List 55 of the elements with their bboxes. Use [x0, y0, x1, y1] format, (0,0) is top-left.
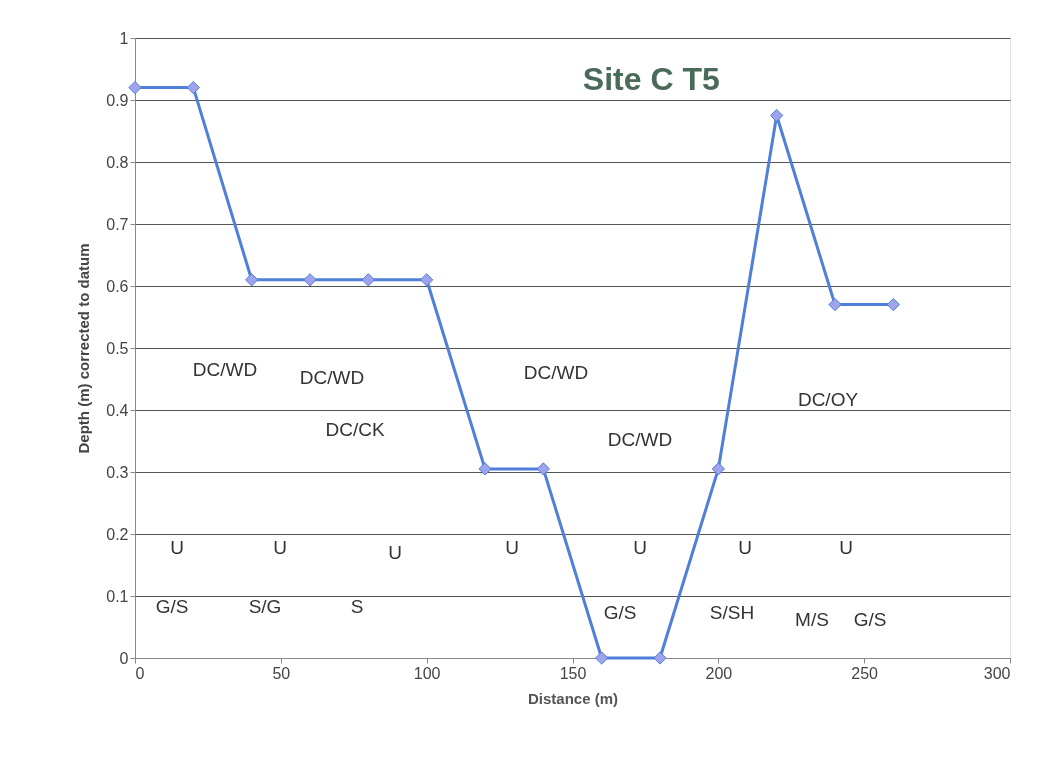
annotation: U — [839, 537, 853, 558]
annotation: DC/WD — [523, 362, 589, 383]
y-tick-label: 0.6 — [106, 277, 129, 295]
annotation: G/S — [853, 609, 887, 630]
y-tick-label: 0.3 — [106, 463, 129, 481]
x-tick-label: 300 — [983, 664, 1011, 682]
annotation: DC/CK — [325, 419, 385, 440]
y-tick-label: 1 — [119, 29, 129, 47]
point — [536, 462, 550, 476]
annotation: S/SH — [709, 602, 755, 623]
x-tick-label: 100 — [413, 664, 441, 682]
point — [245, 273, 259, 287]
y-tick-label: 0.4 — [106, 401, 129, 419]
annotation: U — [738, 537, 752, 558]
y-tick-label: 0.2 — [106, 525, 129, 543]
x-tick-label: 50 — [272, 664, 291, 682]
y-tick-label: 0 — [119, 649, 129, 667]
point — [478, 462, 492, 476]
annotation: DC/WD — [192, 359, 258, 380]
point — [128, 80, 142, 95]
y-tick-label: 0.8 — [106, 153, 129, 171]
y-tick-label: 0.7 — [106, 215, 129, 233]
annotation: U — [388, 542, 402, 563]
annotation: DC/OY — [797, 389, 859, 410]
annotation: G/S — [603, 602, 637, 623]
x-tick-label: 150 — [559, 664, 587, 682]
x-tick-label: 0 — [135, 664, 145, 682]
y-tick-label: 0.1 — [106, 587, 129, 605]
point — [653, 651, 667, 665]
point — [303, 273, 317, 287]
point — [361, 273, 375, 287]
point — [711, 462, 725, 476]
y-tick-label: 0.9 — [106, 91, 129, 109]
annotation: S/G — [248, 596, 282, 617]
point — [420, 273, 434, 287]
point — [828, 297, 842, 312]
annotation: DC/WD — [299, 367, 365, 388]
annotation: G/S — [155, 596, 189, 617]
point — [886, 297, 900, 312]
annotation: DC/WD — [607, 429, 673, 450]
annotation: U — [505, 537, 519, 558]
x-tick-label: 250 — [851, 664, 879, 682]
annotation: U — [170, 537, 184, 558]
point — [770, 108, 784, 123]
x-tick-label: 200 — [705, 664, 733, 682]
annotation: M/S — [795, 609, 829, 630]
text: Site C T5 — [582, 61, 720, 97]
point — [595, 651, 609, 665]
y-tick-label: 0.5 — [106, 339, 129, 357]
annotation: U — [273, 537, 287, 558]
y-axis-title: Depth (m) corrected to datum — [75, 243, 93, 454]
annotation: U — [633, 537, 647, 558]
annotation: S — [350, 596, 364, 617]
point — [186, 80, 200, 95]
x-axis-title: Distance (m) — [527, 689, 619, 707]
